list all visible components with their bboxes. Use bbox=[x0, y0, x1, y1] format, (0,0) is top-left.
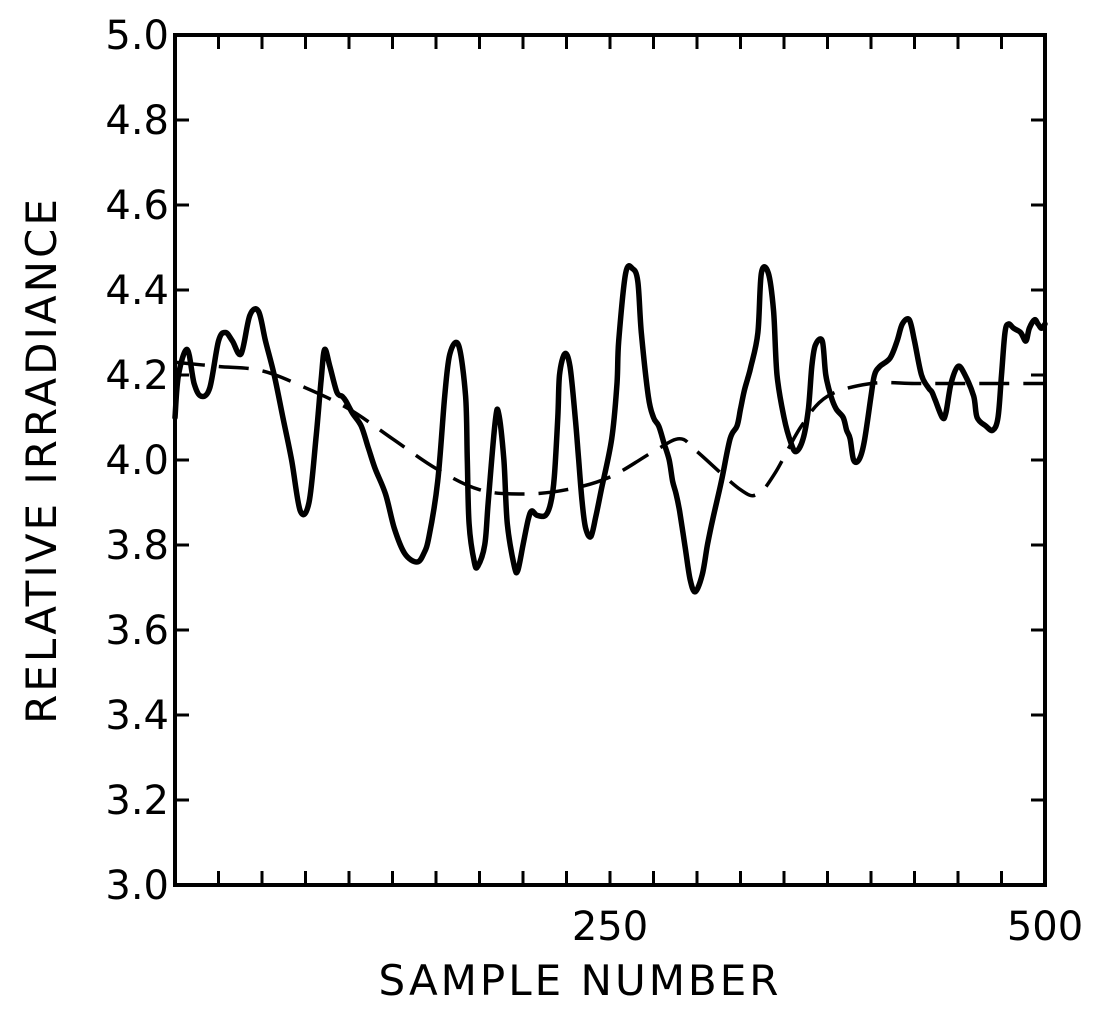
tick-marks bbox=[173, 33, 1047, 887]
y-tick-labels: 3.0 3.2 3.4 3.6 3.8 4.0 4.2 4.4 4.6 4.8 5.0 bbox=[105, 13, 169, 909]
y-axis-title: RELATIVE IRRADIANCE bbox=[17, 196, 66, 724]
y-tick-label: 4.0 bbox=[105, 438, 169, 484]
x-tick-label: 500 bbox=[1007, 904, 1083, 950]
x-axis-title: SAMPLE NUMBER bbox=[379, 956, 782, 1005]
series-layer bbox=[172, 263, 1048, 595]
y-tick-label: 4.2 bbox=[105, 353, 169, 399]
x-tick-labels: 250 500 bbox=[572, 904, 1083, 950]
y-tick-label: 3.0 bbox=[105, 863, 169, 909]
y-tick-label: 3.4 bbox=[105, 693, 169, 739]
x-tick-label: 250 bbox=[572, 904, 648, 950]
y-tick-label: 4.6 bbox=[105, 183, 169, 229]
series-line-dashed bbox=[174, 360, 1045, 498]
y-tick-label: 3.6 bbox=[105, 608, 169, 654]
y-tick-label: 4.4 bbox=[105, 268, 169, 314]
series-line-solid bbox=[172, 263, 1048, 595]
y-tick-label: 5.0 bbox=[105, 13, 169, 59]
y-tick-label: 3.2 bbox=[105, 778, 169, 824]
y-tick-label: 4.8 bbox=[105, 98, 169, 144]
y-tick-label: 3.8 bbox=[105, 523, 169, 569]
